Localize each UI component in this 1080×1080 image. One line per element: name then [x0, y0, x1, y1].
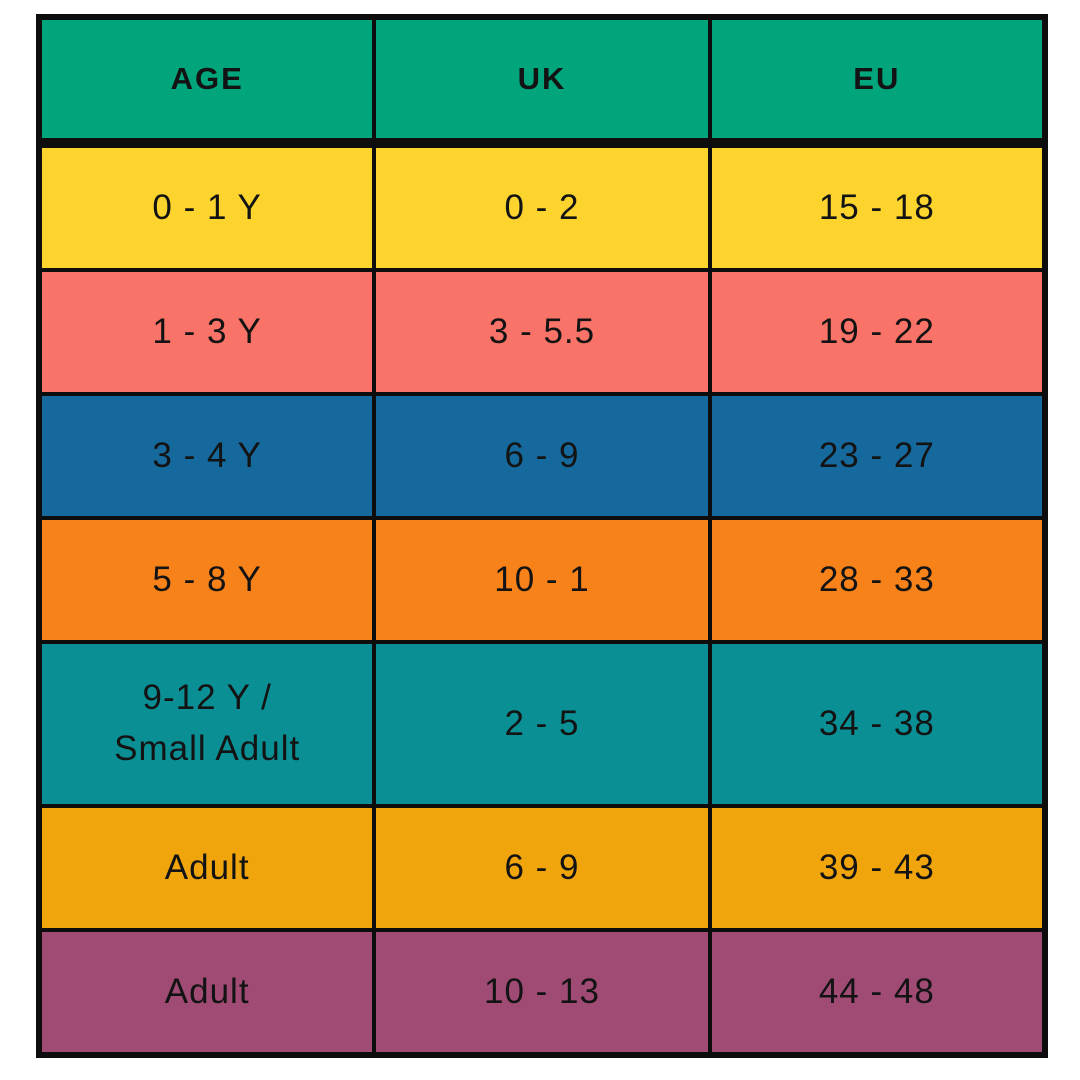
table-row: 9-12 Y / Small Adult 2 - 5 34 - 38: [36, 640, 1048, 808]
uk-size-cell: 10 - 1: [372, 516, 712, 644]
eu-size-cell: 39 - 43: [707, 804, 1048, 932]
header-cell-eu: EU: [707, 15, 1048, 148]
uk-size-cell: 6 - 9: [372, 392, 712, 520]
table-row: 3 - 4 Y 6 - 9 23 - 27: [36, 392, 1048, 520]
table-row: 1 - 3 Y 3 - 5.5 19 - 22: [36, 268, 1048, 396]
eu-size-cell: 23 - 27: [707, 392, 1048, 520]
age-cell: 5 - 8 Y: [36, 516, 377, 644]
eu-size-cell: 19 - 22: [707, 268, 1048, 396]
table-row: Adult 6 - 9 39 - 43: [36, 804, 1048, 932]
table-body: 0 - 1 Y 0 - 2 15 - 18 1 - 3 Y 3 - 5.5 19…: [36, 141, 1048, 1057]
uk-size-cell: 10 - 13: [372, 928, 712, 1057]
table-row: Adult 10 - 13 44 - 48: [36, 928, 1048, 1057]
header-cell-age: AGE: [36, 15, 377, 148]
table-row: 5 - 8 Y 10 - 1 28 - 33: [36, 516, 1048, 644]
uk-size-cell: 0 - 2: [372, 141, 712, 272]
age-cell: 1 - 3 Y: [36, 268, 377, 396]
eu-size-cell: 34 - 38: [707, 640, 1048, 808]
age-cell: 3 - 4 Y: [36, 392, 377, 520]
table-row: 0 - 1 Y 0 - 2 15 - 18: [36, 141, 1048, 272]
age-cell: 9-12 Y / Small Adult: [36, 640, 377, 808]
header-row: AGE UK EU: [36, 15, 1048, 148]
table-header: AGE UK EU: [36, 15, 1048, 148]
age-cell: Adult: [36, 804, 377, 932]
size-chart-table: AGE UK EU 0 - 1 Y 0 - 2 15 - 18 1 - 3 Y …: [36, 14, 1048, 1058]
uk-size-cell: 2 - 5: [372, 640, 712, 808]
header-cell-uk: UK: [372, 15, 712, 148]
eu-size-cell: 44 - 48: [707, 928, 1048, 1057]
uk-size-cell: 6 - 9: [372, 804, 712, 932]
age-cell: Adult: [36, 928, 377, 1057]
age-cell: 0 - 1 Y: [36, 141, 377, 272]
eu-size-cell: 15 - 18: [707, 141, 1048, 272]
eu-size-cell: 28 - 33: [707, 516, 1048, 644]
uk-size-cell: 3 - 5.5: [372, 268, 712, 396]
